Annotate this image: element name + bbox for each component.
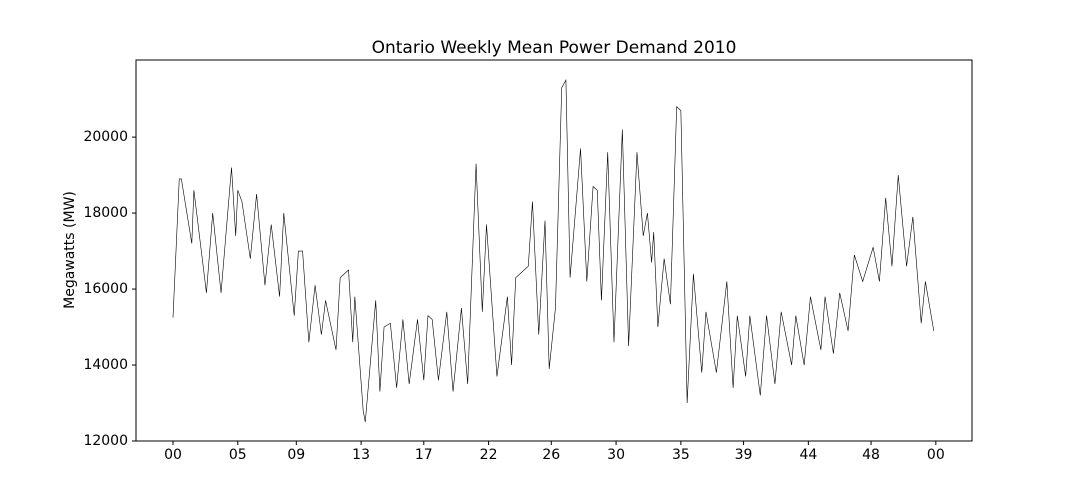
y-tick-label: 12000 xyxy=(83,433,128,449)
y-tick-label: 16000 xyxy=(83,281,128,297)
x-tick-label: 22 xyxy=(480,447,498,463)
demand-line xyxy=(172,79,935,423)
plot-frame xyxy=(135,59,973,442)
y-tick-label: 14000 xyxy=(83,357,128,373)
x-tick-label: 05 xyxy=(229,447,247,463)
y-tick-label: 18000 xyxy=(83,205,128,221)
x-tick-label: 35 xyxy=(672,447,690,463)
x-tick-label: 09 xyxy=(287,447,305,463)
x-tick-label: 26 xyxy=(542,447,560,463)
y-axis-label: Megawatts (MW) xyxy=(62,191,78,309)
x-tick-label: 17 xyxy=(415,447,433,463)
x-tick-label: 13 xyxy=(352,447,370,463)
x-tick-label: 00 xyxy=(927,447,945,463)
x-tick-label: 44 xyxy=(799,447,817,463)
x-tick-label: 30 xyxy=(607,447,625,463)
chart-title: Ontario Weekly Mean Power Demand 2010 xyxy=(372,38,737,58)
x-tick-label: 00 xyxy=(164,447,182,463)
y-tick-label: 20000 xyxy=(83,129,128,145)
x-tick-label: 39 xyxy=(735,447,753,463)
x-tick-label: 48 xyxy=(862,447,880,463)
